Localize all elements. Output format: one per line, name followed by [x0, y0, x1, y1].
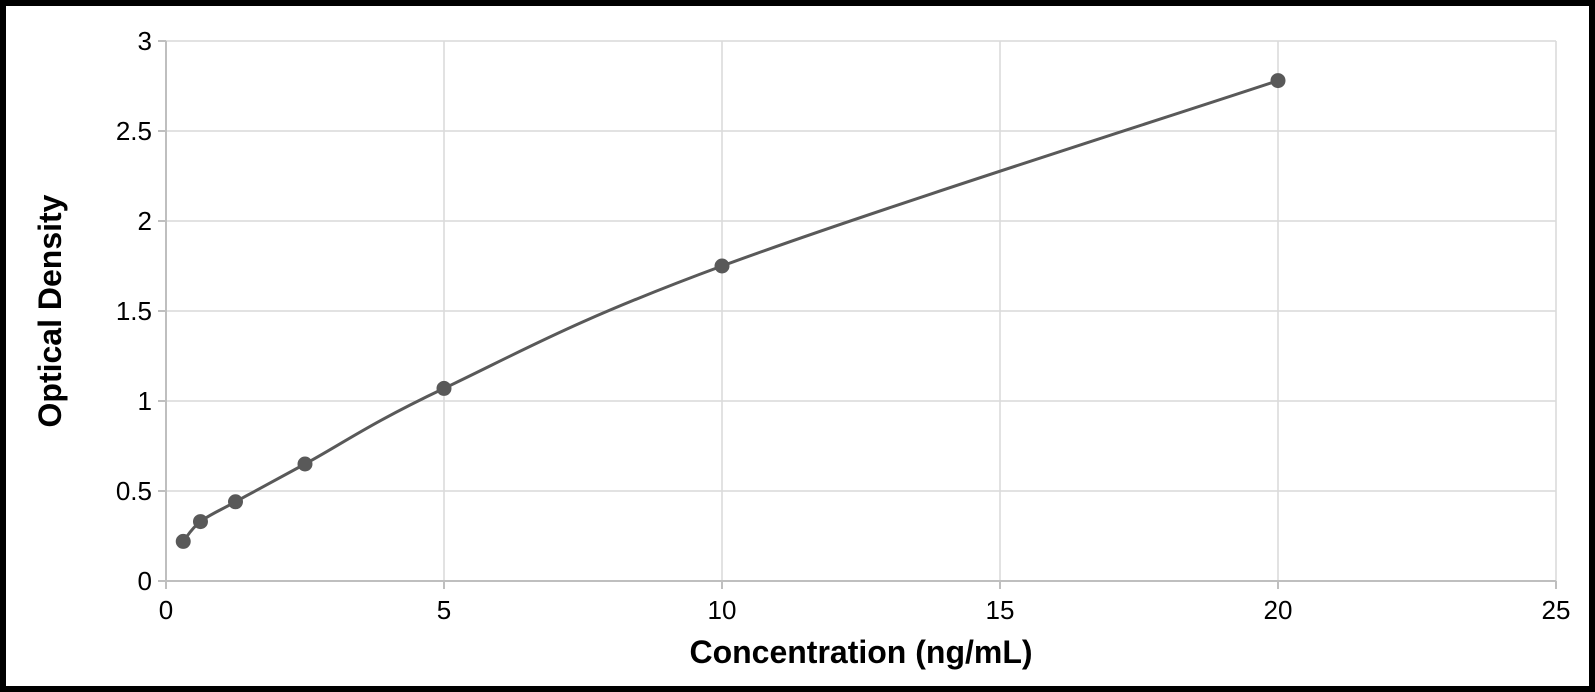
y-tick-label: 2.5	[116, 116, 152, 146]
y-tick-label: 0	[138, 566, 152, 596]
x-tick-label: 20	[1264, 595, 1293, 625]
y-tick-label: 2	[138, 206, 152, 236]
chart-svg: 0 5 10 15 20 25 0 0.5 1 1.5 2 2.5 3 Concentration (ng…	[16, 16, 1581, 678]
chart-container: 0 5 10 15 20 25 0 0.5 1 1.5 2 2.5 3 Concentration (ng…	[16, 16, 1579, 676]
x-tick-label: 0	[159, 595, 173, 625]
data-marker	[715, 259, 729, 273]
data-marker	[298, 457, 312, 471]
data-marker	[193, 515, 207, 529]
x-tick-label: 25	[1542, 595, 1571, 625]
data-marker	[176, 534, 190, 548]
chart-frame: 0 5 10 15 20 25 0 0.5 1 1.5 2 2.5 3 Concentration (ng…	[0, 0, 1595, 692]
y-tick-label: 1.5	[116, 296, 152, 326]
data-marker	[229, 495, 243, 509]
x-tick-label: 15	[986, 595, 1015, 625]
x-tick-label: 10	[708, 595, 737, 625]
data-marker	[437, 381, 451, 395]
data-marker	[1271, 74, 1285, 88]
y-tick-label: 1	[138, 386, 152, 416]
y-tick-label: 0.5	[116, 476, 152, 506]
y-tick-label: 3	[138, 26, 152, 56]
y-axis-title: Optical Density	[32, 194, 68, 427]
x-tick-label: 5	[437, 595, 451, 625]
x-axis-title: Concentration (ng/mL)	[689, 634, 1032, 670]
